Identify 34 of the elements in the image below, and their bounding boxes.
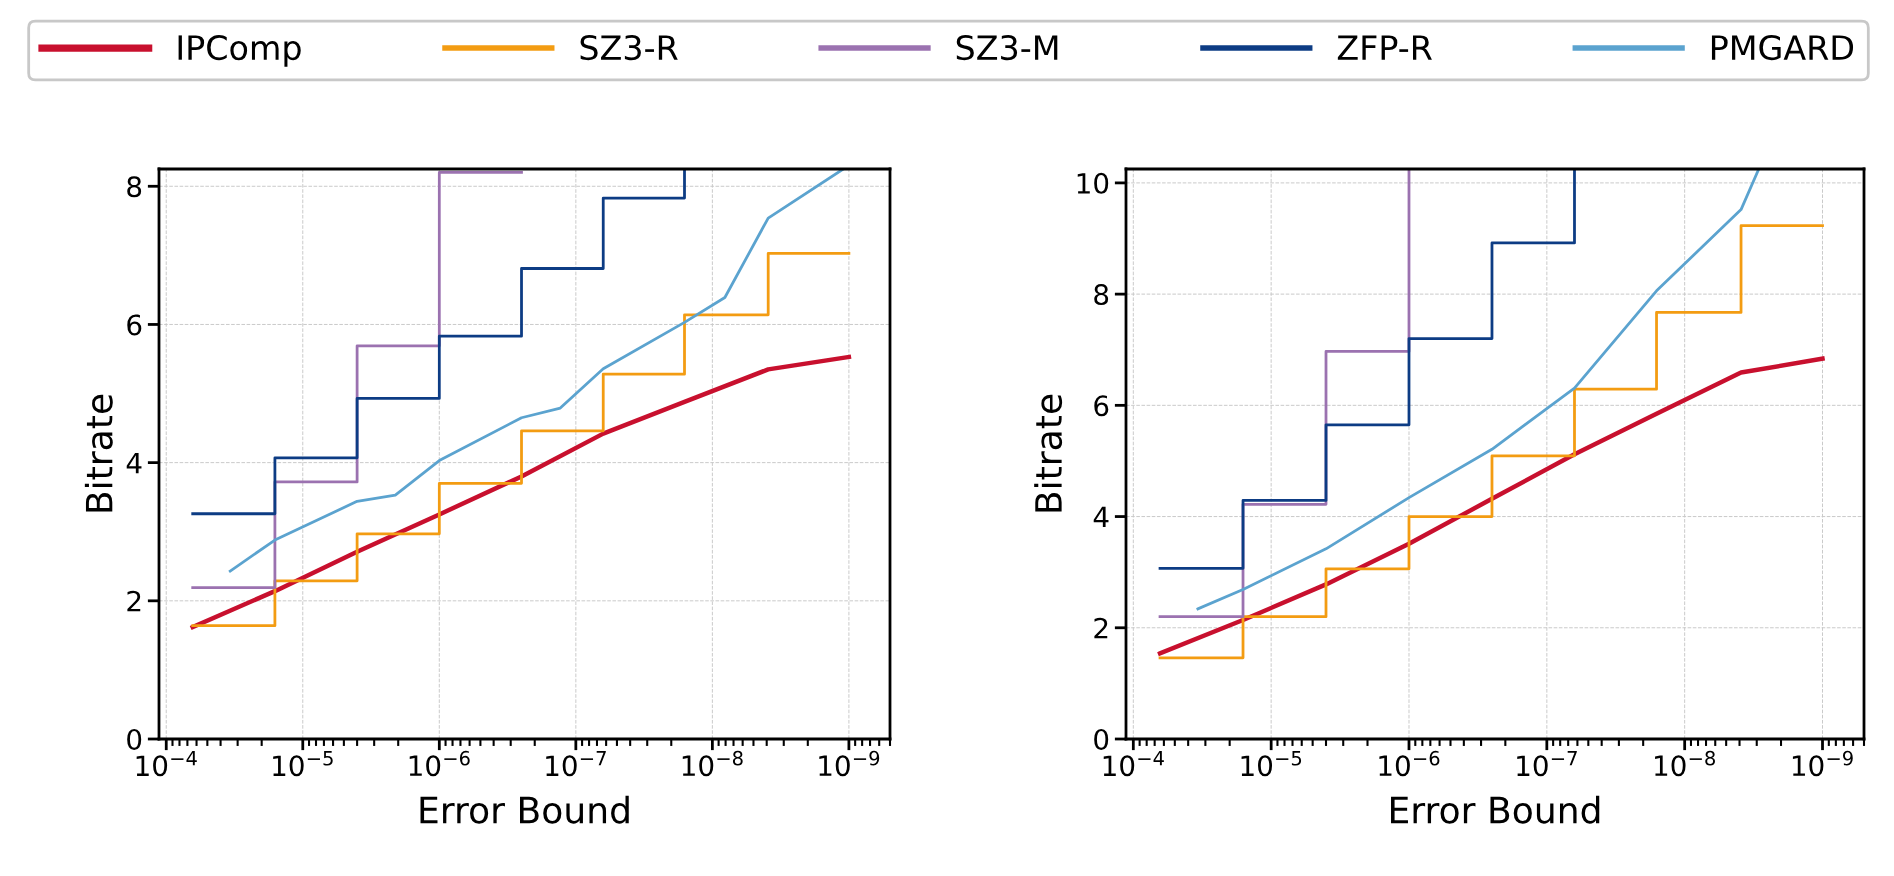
x-tick-label: 10$^{−9}$	[819, 750, 880, 777]
x-tick-label: 10$^{−8}$	[1655, 750, 1715, 777]
y-tick-label: 4	[126, 452, 142, 474]
y-tick-label: 2	[127, 590, 141, 612]
y-tick-label: 6	[127, 314, 142, 336]
y-tick-label: 2	[1094, 617, 1108, 639]
x-tick-label: 10$^{−7}$	[546, 751, 606, 777]
y-axis-title: Bitrate	[1034, 394, 1063, 512]
x-tick-label: 10$^{−5}$	[273, 751, 333, 777]
legend-label: SZ3-R	[580, 34, 678, 61]
legend-label: SZ3-M	[956, 34, 1058, 61]
y-tick-label: 8	[127, 176, 142, 198]
y-tick-label: 4	[1093, 506, 1109, 528]
y-tick-label: 6	[1094, 395, 1109, 417]
x-axis-title: Error Bound	[420, 795, 629, 824]
legend-label: IPComp	[178, 34, 301, 67]
y-tick-label: 10	[1077, 172, 1109, 194]
x-tick-label: 10$^{−8}$	[682, 750, 743, 777]
x-tick-label: 10$^{−6}$	[1379, 750, 1440, 777]
legend-label: ZFP-R	[1337, 35, 1432, 60]
legend-label: PMGARD	[1711, 34, 1854, 61]
x-tick-label: 10$^{−9}$	[1792, 750, 1853, 777]
x-tick-label: 10$^{−7}$	[1517, 751, 1577, 777]
line-series	[190, 354, 852, 630]
x-tick-label: 10$^{−4}$	[1103, 751, 1164, 777]
x-tick-label: 10$^{−4}$	[136, 751, 197, 777]
x-tick-label: 10$^{−5}$	[1241, 751, 1302, 777]
x-axis-title: Error Bound	[1391, 795, 1600, 824]
y-tick-label: 0	[127, 728, 142, 750]
x-tick-label: 10$^{−6}$	[409, 750, 470, 777]
y-tick-label: 8	[1094, 284, 1109, 306]
y-axis-title: Bitrate	[84, 394, 113, 512]
line-series	[1157, 356, 1825, 656]
y-tick-label: 0	[1094, 728, 1109, 750]
